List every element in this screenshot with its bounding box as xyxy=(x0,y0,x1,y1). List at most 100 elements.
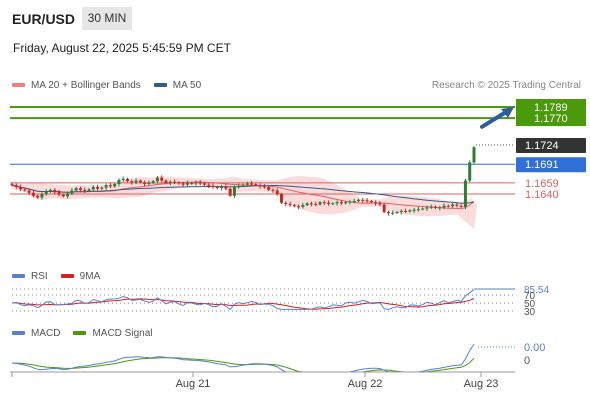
candle-body xyxy=(14,185,18,187)
rsi-legend: RSI 9MA xyxy=(12,271,113,282)
candle-body xyxy=(275,190,279,194)
candle-body xyxy=(271,189,275,191)
macd-signal-label: MACD Signal xyxy=(92,328,153,339)
candle-body xyxy=(232,186,236,196)
candle-body xyxy=(421,208,425,210)
candle-body xyxy=(434,206,437,209)
candle-body xyxy=(284,202,288,204)
rsi-ma-swatch xyxy=(60,274,74,279)
rsi-tick-85.54: 85.54 xyxy=(524,285,549,296)
forecast-arrow-shaft xyxy=(480,110,508,129)
candle-body xyxy=(83,189,87,192)
x-tick-label-Aug-22: Aug 22 xyxy=(348,378,383,390)
candle-body xyxy=(446,205,450,207)
candle-body xyxy=(40,194,44,198)
candle-body xyxy=(91,186,95,190)
resistance-label-bg xyxy=(516,99,586,127)
candle-body xyxy=(164,180,168,183)
candle-body xyxy=(309,203,313,205)
candle-body xyxy=(250,183,254,185)
candle-body xyxy=(181,183,185,185)
candle-body xyxy=(78,188,82,190)
x-tick-label-Aug-21: Aug 21 xyxy=(176,378,211,390)
candle-body xyxy=(412,209,416,211)
macd-signal-swatch xyxy=(73,331,87,336)
candle-body xyxy=(305,203,309,206)
candle-body xyxy=(108,185,112,187)
legend-rsi-ma: 9MA xyxy=(60,271,101,282)
candle-body xyxy=(258,185,262,187)
candle-body xyxy=(130,181,134,183)
candle-body xyxy=(151,181,155,183)
ma50-swatch xyxy=(153,83,167,88)
macd-signal-line xyxy=(11,357,475,373)
price-levels xyxy=(10,106,515,195)
candle-body xyxy=(455,204,459,206)
candle-body xyxy=(297,206,301,208)
candle-body xyxy=(147,182,151,185)
candle-body xyxy=(451,204,455,207)
rsi-tick-70: 70 xyxy=(524,291,536,302)
candle-body xyxy=(160,177,164,181)
price-legend: MA 20 + Bollinger Bands MA 50 xyxy=(12,80,214,91)
candle-body xyxy=(190,182,194,184)
candle-body xyxy=(211,185,215,187)
candle-body xyxy=(369,201,373,203)
candle-body xyxy=(74,188,78,191)
candle-body xyxy=(215,186,219,189)
candle-body xyxy=(49,189,52,192)
candle-body xyxy=(416,209,420,211)
support-label-1691: 1.1691 xyxy=(525,159,559,171)
candle-body xyxy=(61,194,65,197)
candle-body xyxy=(121,178,125,180)
candle-body xyxy=(19,186,23,190)
candle-body xyxy=(23,189,27,191)
candle-body xyxy=(459,205,463,207)
rsi-swatch xyxy=(12,274,25,279)
support-label-1691-bg xyxy=(516,157,586,173)
legend-bollinger: MA 20 + Bollinger Bands xyxy=(12,80,141,91)
legend-macd: MACD xyxy=(12,328,60,339)
chart-header: EUR/USD 30 MIN Friday, August 22, 2025 5… xyxy=(0,0,590,70)
candle-body xyxy=(104,185,108,188)
candle-body xyxy=(468,162,472,181)
candle-body xyxy=(344,202,348,204)
candle-body xyxy=(194,182,198,184)
candle-body xyxy=(138,180,142,183)
candle-body xyxy=(117,179,121,185)
candle-body xyxy=(292,205,296,207)
rsi-line xyxy=(11,289,475,311)
candle-body xyxy=(378,203,382,205)
candle-body xyxy=(262,186,266,188)
candle-body xyxy=(177,182,181,184)
candle-body xyxy=(425,207,429,209)
candle-body xyxy=(382,204,386,213)
candle-body xyxy=(386,212,390,214)
bollinger-swatch xyxy=(12,83,25,88)
candle-body xyxy=(27,190,31,193)
candle-body xyxy=(198,182,202,184)
forecast-arrow-head xyxy=(501,107,514,118)
candle-body xyxy=(254,184,258,186)
resistance-label-1: 1.1789 xyxy=(534,102,568,114)
credit-text: Research © 2025 Trading Central xyxy=(431,80,581,91)
candle-body xyxy=(348,201,352,203)
candle-body xyxy=(168,181,172,183)
candle-body xyxy=(44,191,48,194)
candle-body xyxy=(301,205,305,207)
bollinger-label: MA 20 + Bollinger Bands xyxy=(31,80,141,91)
legend-rsi: RSI xyxy=(12,271,48,282)
rsi-tick-50: 50 xyxy=(524,299,536,310)
timeframe-button[interactable]: 30 MIN xyxy=(82,7,132,30)
candle-body xyxy=(472,147,476,163)
candle-body xyxy=(365,200,369,202)
macd-legend: MACD MACD Signal xyxy=(12,328,165,339)
candle-body xyxy=(87,189,91,192)
rsi-ma-label: 9MA xyxy=(79,271,101,282)
macd-label: MACD xyxy=(31,328,61,339)
candle-body xyxy=(185,182,189,185)
candle-body xyxy=(352,201,356,203)
